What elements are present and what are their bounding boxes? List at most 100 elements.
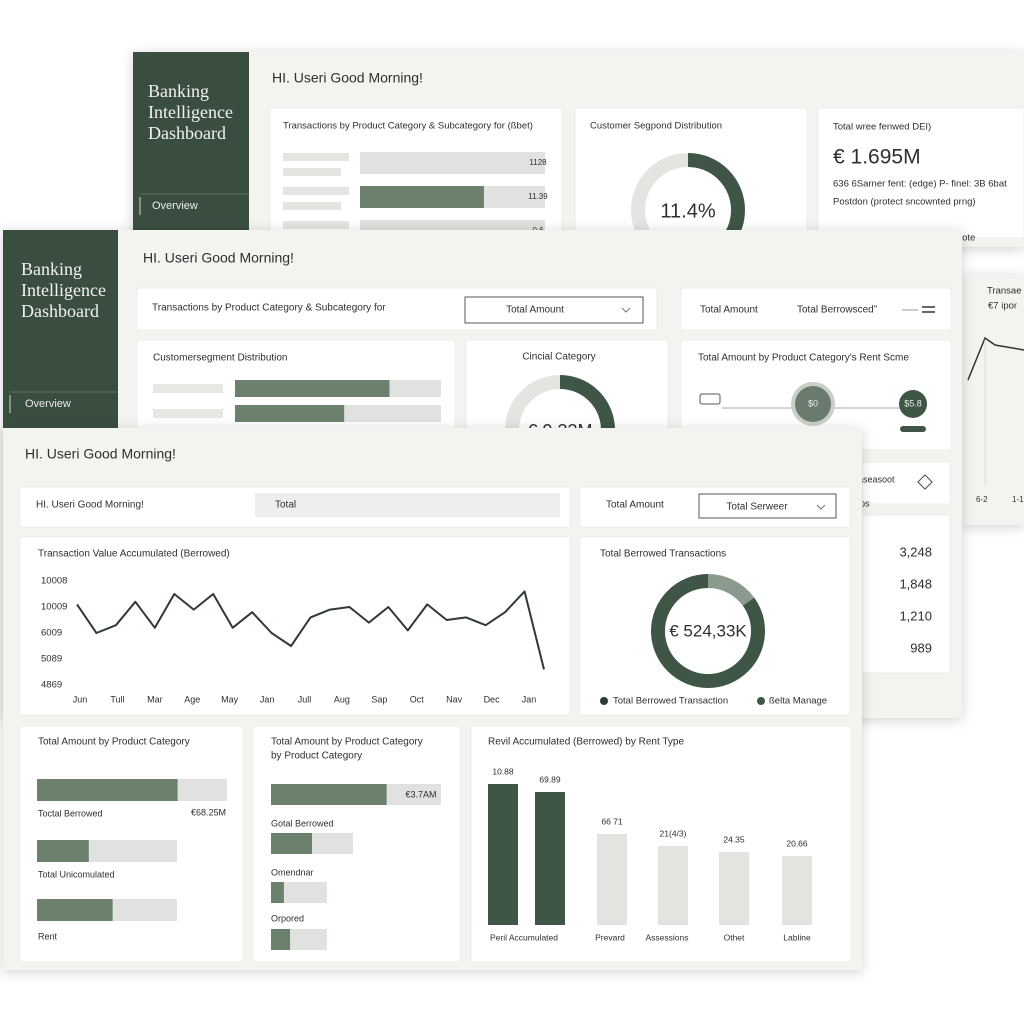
legend-label: ßelta Manage bbox=[769, 696, 827, 707]
note: lote bbox=[960, 233, 975, 244]
y-tick-label: 10008 bbox=[41, 576, 67, 587]
line bbox=[76, 590, 545, 670]
bar-text: 21(4/3) bbox=[660, 828, 687, 838]
card-title: Transactions by Product Category & Subca… bbox=[283, 121, 533, 132]
x-tick-label: Dec bbox=[484, 694, 501, 704]
side-text: ps bbox=[860, 498, 870, 508]
sidebar-title: Banking bbox=[148, 81, 209, 101]
bar-text: 69.89 bbox=[539, 774, 561, 784]
x-tick-label: Othet bbox=[724, 932, 745, 942]
row-label bbox=[153, 409, 223, 418]
axis-label: 6-2 bbox=[976, 495, 988, 504]
sidebar bbox=[133, 52, 249, 230]
sidebar bbox=[3, 230, 118, 428]
legend-label: Total Berrowed Transaction bbox=[613, 696, 728, 707]
dropdown[interactable] bbox=[464, 296, 644, 324]
diamond-icon bbox=[917, 474, 933, 490]
node-base bbox=[900, 426, 926, 432]
card-title: Customersegment Distribution bbox=[153, 353, 288, 364]
filter-label: Total Amount bbox=[606, 500, 664, 511]
donut-segment bbox=[651, 574, 765, 688]
bar bbox=[488, 784, 518, 925]
bar bbox=[235, 380, 390, 397]
card-title: Customer Segpond Distribution bbox=[590, 121, 722, 132]
bar-text: 10.88 bbox=[492, 766, 514, 776]
dropdown-value: Total Serweer bbox=[726, 502, 788, 513]
legend-dot bbox=[600, 697, 608, 705]
chevron bbox=[816, 504, 826, 510]
bar bbox=[535, 792, 565, 925]
node-label: $0 bbox=[808, 398, 818, 408]
x-tick-label: Jan bbox=[522, 694, 537, 704]
dropdown[interactable] bbox=[698, 493, 837, 519]
legend-dot bbox=[757, 697, 765, 705]
node-label: $5.8 bbox=[904, 398, 922, 408]
search-text: Total bbox=[275, 500, 296, 511]
bar bbox=[235, 405, 345, 422]
bar-label: Toctal Berrowed bbox=[38, 808, 103, 818]
x-tick-label: Aug bbox=[334, 694, 350, 704]
bar-text: 1128 bbox=[529, 158, 547, 167]
bar-text: 66 71 bbox=[601, 816, 623, 826]
x-tick-label: Assessions bbox=[646, 932, 689, 942]
bar-track bbox=[360, 152, 545, 174]
menu-icon bbox=[922, 306, 935, 313]
x-tick-label: Tull bbox=[110, 694, 124, 704]
x-tick-label: Labline bbox=[783, 932, 811, 942]
node bbox=[899, 390, 927, 418]
greeting: HI. Useri Good Morning! bbox=[25, 446, 176, 462]
donut-center: 11.4% bbox=[660, 200, 715, 222]
card-title: Total Berrowed Transactions bbox=[600, 549, 726, 560]
chevron bbox=[621, 307, 631, 313]
greeting: HI. Useri Good Morning! bbox=[143, 250, 294, 266]
device-icon bbox=[699, 393, 721, 405]
bar bbox=[271, 882, 284, 903]
nav-item: Overview bbox=[152, 200, 198, 212]
filter-label: Transactions by Product Category & Subca… bbox=[152, 303, 386, 314]
node bbox=[795, 386, 831, 422]
donut-center: € 524,33K bbox=[669, 621, 747, 640]
card-title: Cincial Category bbox=[522, 352, 595, 363]
sidebar-title: Dashboard bbox=[21, 301, 99, 321]
x-tick-label: Peril Accumulated bbox=[490, 932, 558, 942]
y-tick-label: 4869 bbox=[41, 680, 62, 691]
bar-label: Total Unicomulated bbox=[38, 869, 115, 879]
x-tick-label: Oct bbox=[410, 694, 425, 704]
stat-number: 989 bbox=[910, 640, 932, 655]
stat-number: 1,848 bbox=[899, 576, 932, 591]
row-label bbox=[283, 187, 349, 195]
filter-label: HI. Useri Good Morning! bbox=[36, 500, 144, 511]
card-title: Total Amount by Product Category's Rent … bbox=[698, 353, 909, 364]
bar bbox=[37, 840, 89, 862]
bar-track bbox=[271, 882, 327, 903]
sidebar-title: Intelligence bbox=[21, 280, 106, 300]
window bbox=[962, 275, 1024, 525]
x-tick-label: Nav bbox=[446, 694, 463, 704]
card bbox=[861, 461, 951, 505]
bar-label: Gotal Berrowed bbox=[271, 818, 334, 828]
y-tick-label: 10009 bbox=[41, 602, 67, 613]
bar bbox=[271, 833, 312, 854]
card-subtitle: €7 ipor bbox=[988, 301, 1017, 312]
card-title: Total Amount by Product Category bbox=[271, 737, 423, 748]
card-title: by Product Category bbox=[271, 751, 362, 762]
bar bbox=[360, 186, 484, 208]
bar bbox=[271, 929, 291, 950]
sidebar-title: Dashboard bbox=[148, 123, 226, 143]
row-label bbox=[283, 221, 349, 229]
y-tick-label: 6009 bbox=[41, 628, 62, 639]
search-box[interactable] bbox=[255, 493, 560, 517]
x-tick-label: May bbox=[221, 694, 239, 704]
card-title: Revil Accumulated (Berrowed) by Rent Typ… bbox=[488, 737, 684, 748]
x-tick-label: Jun bbox=[73, 694, 88, 704]
line-decor bbox=[967, 336, 1024, 381]
kpi-value: € 1.695M bbox=[833, 146, 921, 169]
bar bbox=[658, 846, 688, 925]
bar bbox=[37, 899, 113, 921]
card-title: Total Amount by Product Category bbox=[38, 737, 190, 748]
row-label bbox=[283, 168, 341, 176]
bar-text: 24.35 bbox=[723, 834, 745, 844]
bar bbox=[597, 834, 627, 925]
bar-label: Rent bbox=[38, 931, 58, 941]
